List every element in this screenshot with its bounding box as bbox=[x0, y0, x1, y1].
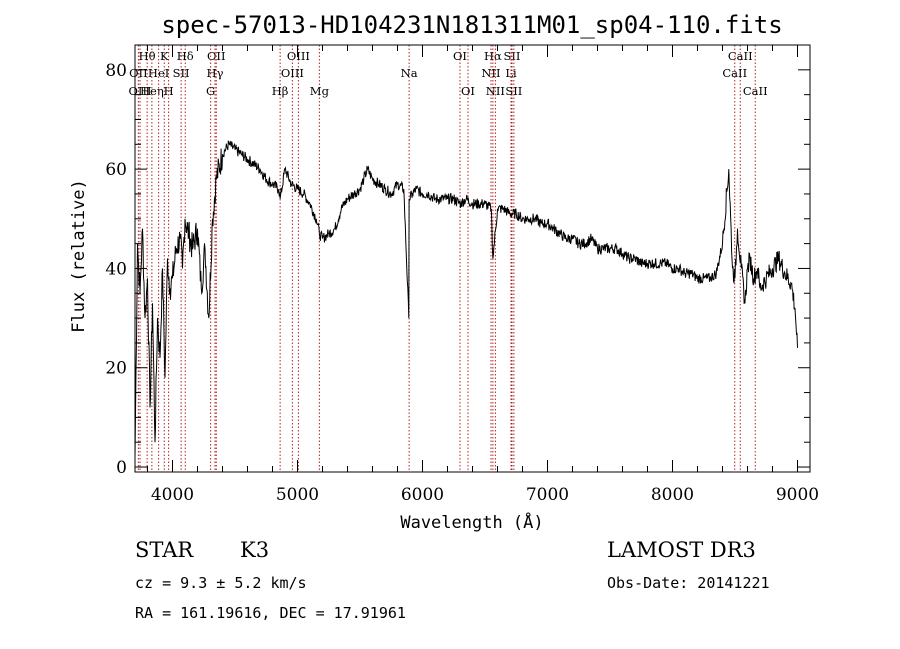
spectrum-line bbox=[134, 140, 798, 458]
line-marker-label: OIII bbox=[287, 49, 310, 63]
line-marker-label: OIII bbox=[128, 84, 151, 98]
line-marker-label: Heη bbox=[140, 84, 164, 98]
x-axis-label: Wavelength (Å) bbox=[400, 511, 543, 533]
line-marker-label: Hδ bbox=[177, 49, 194, 63]
line-marker-label: OII bbox=[207, 49, 226, 63]
y-tick-label: 40 bbox=[105, 259, 127, 279]
line-marker-label: SII bbox=[173, 66, 190, 80]
line-marker-label: Hβ bbox=[272, 84, 289, 98]
chart-title: spec-57013-HD104231N181311M01_sp04-110.f… bbox=[161, 11, 782, 39]
line-marker-label: Na bbox=[401, 66, 418, 80]
plot-frame bbox=[134, 44, 811, 473]
line-marker-label: CaII bbox=[722, 66, 747, 80]
line-marker-label: Hθ bbox=[139, 49, 156, 63]
spectrum-series bbox=[134, 140, 798, 458]
object-subclass: K3 bbox=[240, 538, 270, 562]
x-tick-label: 9000 bbox=[776, 485, 819, 505]
line-marker-label: OIII bbox=[281, 66, 304, 80]
line-marker-label: SII bbox=[505, 84, 522, 98]
line-marker-label: OI bbox=[453, 49, 467, 63]
line-marker-label: HeI bbox=[148, 66, 169, 80]
line-marker-label: K bbox=[160, 49, 169, 63]
line-marker-label: G bbox=[206, 84, 215, 98]
line-marker-label: OI bbox=[461, 84, 475, 98]
x-tick-label: 6000 bbox=[401, 485, 444, 505]
axis-ticks: 4000 5000 6000 7000 8000 9000 0 20 40 60 80 bbox=[105, 45, 819, 505]
y-axis-label: Flux (relative) bbox=[69, 179, 89, 333]
line-marker-label: Mg bbox=[310, 84, 330, 98]
survey-name: LAMOST DR3 bbox=[607, 538, 756, 562]
observation-date: Obs-Date: 20141221 bbox=[607, 574, 770, 592]
line-marker-label: NII bbox=[481, 66, 500, 80]
y-tick-label: 0 bbox=[116, 458, 127, 478]
line-marker-label: NII bbox=[486, 84, 505, 98]
line-marker-label: CaII bbox=[728, 49, 753, 63]
object-type: STAR bbox=[135, 538, 194, 562]
x-tick-label: 4000 bbox=[151, 485, 194, 505]
coordinates: RA = 161.19616, DEC = 17.91961 bbox=[135, 604, 406, 622]
line-marker-label: H bbox=[164, 84, 174, 98]
line-marker-label: Hγ bbox=[207, 66, 224, 80]
line-marker-label: CaII bbox=[743, 84, 768, 98]
y-tick-label: 60 bbox=[105, 160, 127, 180]
line-marker-label: Li bbox=[505, 66, 517, 80]
line-marker-label: SII bbox=[504, 49, 521, 63]
y-tick-label: 20 bbox=[105, 359, 127, 379]
x-tick-label: 7000 bbox=[526, 485, 569, 505]
redshift-cz: cz = 9.3 ± 5.2 km/s bbox=[135, 574, 307, 592]
x-tick-label: 8000 bbox=[651, 485, 694, 505]
y-tick-label: 80 bbox=[105, 61, 127, 81]
line-marker-label: OII bbox=[129, 66, 148, 80]
line-marker-label: Hα bbox=[484, 49, 502, 63]
x-tick-label: 5000 bbox=[276, 485, 319, 505]
